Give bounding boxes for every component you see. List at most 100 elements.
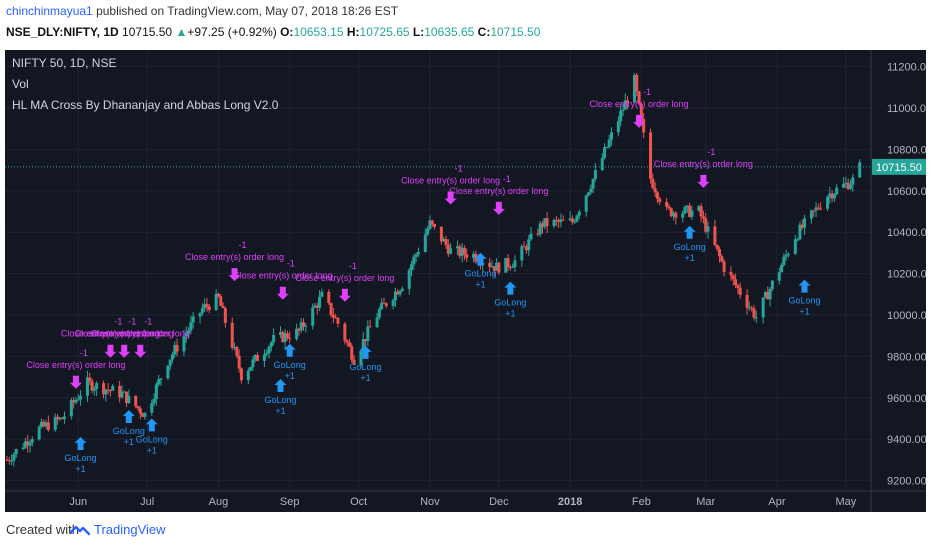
candle-body — [674, 212, 678, 218]
candle-body — [235, 347, 239, 356]
change-value: +97.25 (+0.92%) — [187, 25, 277, 39]
candle-body — [520, 246, 524, 261]
candle-body — [832, 194, 836, 199]
candle-body — [46, 422, 50, 430]
candle-body — [23, 441, 27, 448]
candle-body — [536, 233, 540, 235]
candle-body — [125, 391, 129, 404]
candle-body — [159, 378, 163, 380]
candle-body — [734, 279, 738, 286]
exit-order-label: Close entry(s) order long — [233, 271, 332, 281]
legend-symbol[interactable]: NIFTY 50, 1D, NSE — [12, 56, 117, 70]
candle-body — [295, 328, 299, 339]
candle-body — [44, 422, 48, 427]
candle-body — [722, 261, 726, 272]
exit-arrow-icon — [276, 286, 289, 300]
exit-arrow-icon — [134, 344, 147, 358]
publish-line: chinchinmayua1 published on TradingView.… — [6, 4, 398, 18]
candle-body — [658, 198, 662, 203]
candle-body — [30, 439, 34, 443]
open-label: O: — [280, 25, 294, 39]
candle-body — [784, 254, 788, 257]
candle-body — [796, 239, 800, 241]
candle-body — [511, 267, 515, 269]
entry-order-label: GoLong — [264, 395, 296, 405]
candle-body — [104, 389, 108, 395]
entry-qty-label: +1 — [799, 307, 809, 317]
up-arrow-icon: ▲ — [175, 25, 188, 39]
candle-body — [738, 287, 742, 295]
candle-body — [672, 212, 676, 217]
high-value: 10725.65 — [359, 25, 410, 39]
exit-qty-label: -1 — [455, 163, 463, 173]
candle-body — [858, 162, 862, 178]
chart-panel[interactable]: -1 Close entry(s) order long GoLong +1 -1 Clo… — [5, 50, 926, 512]
candle-body — [127, 395, 131, 404]
candle-body — [102, 383, 106, 395]
candle-body — [763, 292, 767, 298]
candle-body — [593, 169, 597, 179]
candle-body — [79, 395, 83, 400]
candle-body — [460, 247, 464, 256]
candle-body — [299, 322, 303, 331]
exit-arrow-icon — [118, 344, 131, 358]
candle-body — [416, 251, 420, 255]
candle-body — [752, 308, 756, 318]
candle-body — [488, 263, 492, 267]
price-chart[interactable]: -1 Close entry(s) order long GoLong +1 -1 Clo… — [5, 50, 926, 512]
legend-strategy[interactable]: HL MA Cross By Dhananjay and Abbas Long … — [12, 98, 279, 112]
candle-body — [780, 264, 784, 273]
candle-body — [350, 346, 354, 360]
candle-body — [800, 224, 804, 228]
author-link[interactable]: chinchinmayua1 — [6, 4, 93, 18]
candle-body — [706, 226, 710, 232]
candle-body — [256, 355, 260, 361]
candle-body — [90, 380, 94, 391]
exit-order-label: Close entry(s) order long — [449, 186, 548, 196]
candle-body — [391, 300, 395, 306]
last-price: 10715.50 — [122, 25, 173, 39]
candle-body — [570, 218, 574, 223]
candle-body — [655, 192, 659, 199]
time-tick-label: Feb — [632, 496, 651, 508]
candle-body — [313, 305, 317, 308]
exit-arrow-icon — [444, 191, 457, 205]
candle-body — [154, 384, 158, 399]
candle-body — [352, 359, 356, 365]
candle-body — [584, 195, 588, 212]
candle-body — [669, 208, 673, 217]
entry-arrow-icon — [122, 410, 135, 424]
symbol-label: NSE_DLY:NIFTY, 1D — [6, 25, 119, 39]
candle-body — [639, 103, 643, 120]
tradingview-icon — [69, 525, 91, 535]
candle-body — [828, 193, 832, 197]
time-tick-label: Nov — [420, 496, 440, 508]
candle-body — [150, 403, 154, 413]
candle-body — [173, 345, 177, 355]
candle-body — [851, 177, 855, 185]
quote-line: NSE_DLY:NIFTY, 1D 10715.50 ▲+97.25 (+0.9… — [6, 25, 540, 39]
candle-body — [120, 391, 124, 398]
created-with-label: Created with — [6, 522, 79, 537]
time-tick-label: Oct — [350, 496, 367, 508]
candle-body — [607, 139, 611, 148]
exit-order-label: Close entry(s) order long — [590, 99, 689, 109]
exit-qty-label: -1 — [80, 348, 88, 358]
candle-body — [798, 224, 802, 240]
candle-body — [380, 302, 384, 310]
entry-order-label: GoLong — [494, 298, 526, 308]
exit-order-label: Close entry(s) order long — [654, 159, 753, 169]
exit-qty-label: -1 — [144, 317, 152, 327]
candle-body — [446, 244, 450, 254]
legend-volume[interactable]: Vol — [12, 77, 29, 91]
candle-body — [327, 291, 331, 304]
candle-body — [458, 246, 462, 256]
candle-body — [439, 226, 443, 242]
candle-body — [106, 389, 110, 391]
candle-body — [191, 316, 195, 323]
candle-body — [770, 280, 774, 289]
candle-body — [12, 454, 16, 461]
candle-body — [246, 370, 250, 381]
candle-body — [568, 218, 572, 221]
tradingview-logo[interactable]: TradingView — [69, 522, 166, 538]
